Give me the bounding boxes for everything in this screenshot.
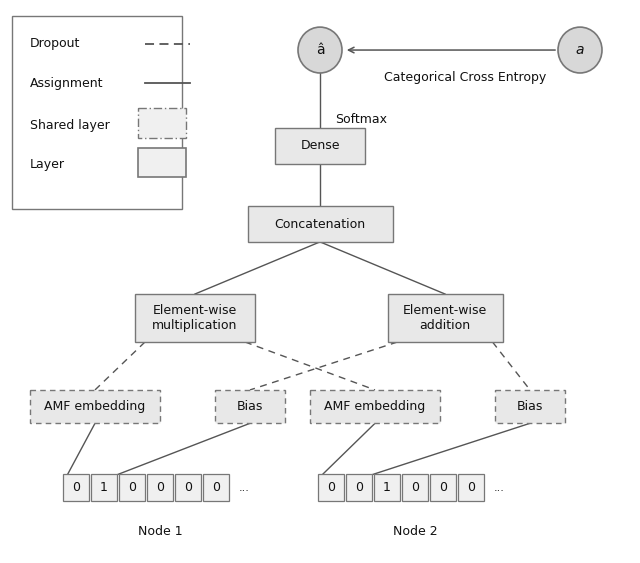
- FancyBboxPatch shape: [30, 390, 160, 423]
- FancyBboxPatch shape: [248, 207, 392, 242]
- FancyBboxPatch shape: [458, 475, 484, 502]
- Text: Layer: Layer: [30, 158, 65, 171]
- FancyBboxPatch shape: [275, 128, 365, 164]
- Text: Bias: Bias: [517, 400, 543, 413]
- Text: ...: ...: [493, 483, 504, 493]
- FancyBboxPatch shape: [495, 390, 565, 423]
- Circle shape: [298, 27, 342, 73]
- Text: 0: 0: [439, 481, 447, 494]
- Text: AMF embedding: AMF embedding: [324, 400, 426, 413]
- FancyBboxPatch shape: [12, 16, 182, 208]
- FancyBboxPatch shape: [374, 475, 400, 502]
- FancyBboxPatch shape: [119, 475, 145, 502]
- FancyBboxPatch shape: [402, 475, 428, 502]
- Text: Assignment: Assignment: [30, 77, 104, 90]
- Text: Element-wise
multiplication: Element-wise multiplication: [152, 304, 237, 332]
- Text: Dense: Dense: [300, 140, 340, 153]
- FancyBboxPatch shape: [430, 475, 456, 502]
- Text: 0: 0: [327, 481, 335, 494]
- FancyBboxPatch shape: [318, 475, 344, 502]
- FancyBboxPatch shape: [91, 475, 117, 502]
- FancyBboxPatch shape: [138, 148, 186, 177]
- Text: 0: 0: [128, 481, 136, 494]
- Text: Node 2: Node 2: [393, 525, 437, 538]
- Text: Bias: Bias: [237, 400, 263, 413]
- Text: Softmax: Softmax: [335, 113, 387, 127]
- FancyBboxPatch shape: [215, 390, 285, 423]
- FancyBboxPatch shape: [203, 475, 229, 502]
- Text: 0: 0: [467, 481, 475, 494]
- Text: Categorical Cross Entropy: Categorical Cross Entropy: [384, 71, 546, 84]
- Text: Shared layer: Shared layer: [30, 119, 109, 132]
- Text: a: a: [576, 43, 584, 57]
- FancyBboxPatch shape: [147, 475, 173, 502]
- Text: Dropout: Dropout: [30, 37, 81, 50]
- Text: Concatenation: Concatenation: [275, 218, 365, 231]
- Text: 0: 0: [156, 481, 164, 494]
- Text: ...: ...: [239, 483, 250, 493]
- Text: 0: 0: [355, 481, 363, 494]
- Text: 0: 0: [184, 481, 192, 494]
- Text: 1: 1: [383, 481, 391, 494]
- Text: 1: 1: [100, 481, 108, 494]
- Circle shape: [558, 27, 602, 73]
- FancyBboxPatch shape: [310, 390, 440, 423]
- Text: Element-wise
addition: Element-wise addition: [403, 304, 487, 332]
- FancyBboxPatch shape: [387, 294, 502, 342]
- Text: 0: 0: [212, 481, 220, 494]
- FancyBboxPatch shape: [138, 109, 186, 137]
- FancyBboxPatch shape: [175, 475, 201, 502]
- Text: Node 1: Node 1: [138, 525, 182, 538]
- Text: 0: 0: [411, 481, 419, 494]
- Text: â: â: [316, 43, 324, 57]
- Text: AMF embedding: AMF embedding: [44, 400, 146, 413]
- FancyBboxPatch shape: [346, 475, 372, 502]
- FancyBboxPatch shape: [63, 475, 89, 502]
- FancyBboxPatch shape: [135, 294, 255, 342]
- Text: 0: 0: [72, 481, 80, 494]
